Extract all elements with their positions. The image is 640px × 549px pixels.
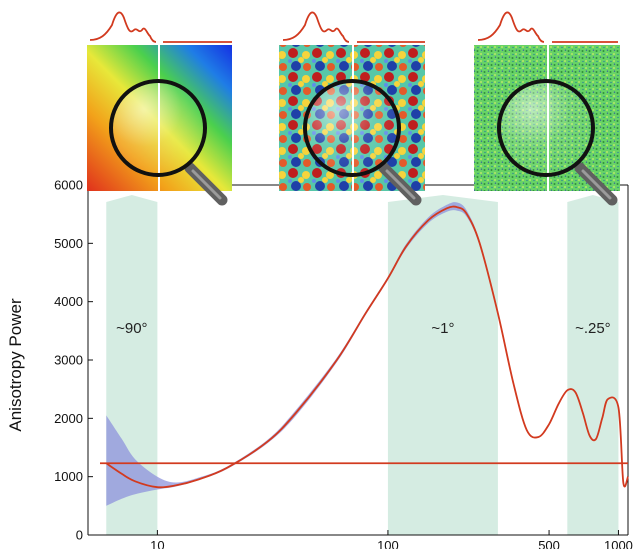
inset-high-ell [474,11,620,206]
inset-low-ell [87,11,232,206]
y-tick-label-1: 1000 [54,469,83,484]
band-2 [567,195,619,535]
axes-group: 0 1000 2000 3000 4000 5000 6000 10 100 500 1000 [54,178,633,549]
y-tick-label-2: 2000 [54,411,83,426]
x-tick-label-1: 100 [377,538,399,549]
spectrum-thumbnail [89,11,232,43]
data-group [100,202,629,506]
band-label-0: ~90° [116,320,147,337]
y-tick-label-5: 5000 [54,236,83,251]
y-tick-label-6: 6000 [54,178,83,193]
y-tick-label-4: 4000 [54,294,83,309]
uncertainty-band [106,202,629,506]
y-tick-label-0: 0 [76,528,83,543]
y-tick-label-3: 3000 [54,353,83,368]
band-label-1: ~1° [431,320,454,337]
thumbnail-curve [477,11,545,43]
x-tick-label-2: 500 [538,538,560,549]
anisotropy-curve [105,205,629,489]
spectrum-thumbnail [477,11,618,43]
magnifier-icon [497,79,618,206]
inset-mid-ell [279,11,425,206]
magnifier-icon [109,79,228,206]
magnifier-icon [303,79,422,206]
band-label-2: ~.25° [575,320,611,337]
spectrum-thumbnail [282,11,425,43]
thumbnail-curve [89,11,157,43]
band-1 [387,195,498,535]
x-tick-label-3: 1000 [604,538,633,549]
thumbnail-curve [282,11,350,43]
x-tick-label-0: 10 [150,538,164,549]
y-axis-title: Anisotropy Power [6,298,25,432]
